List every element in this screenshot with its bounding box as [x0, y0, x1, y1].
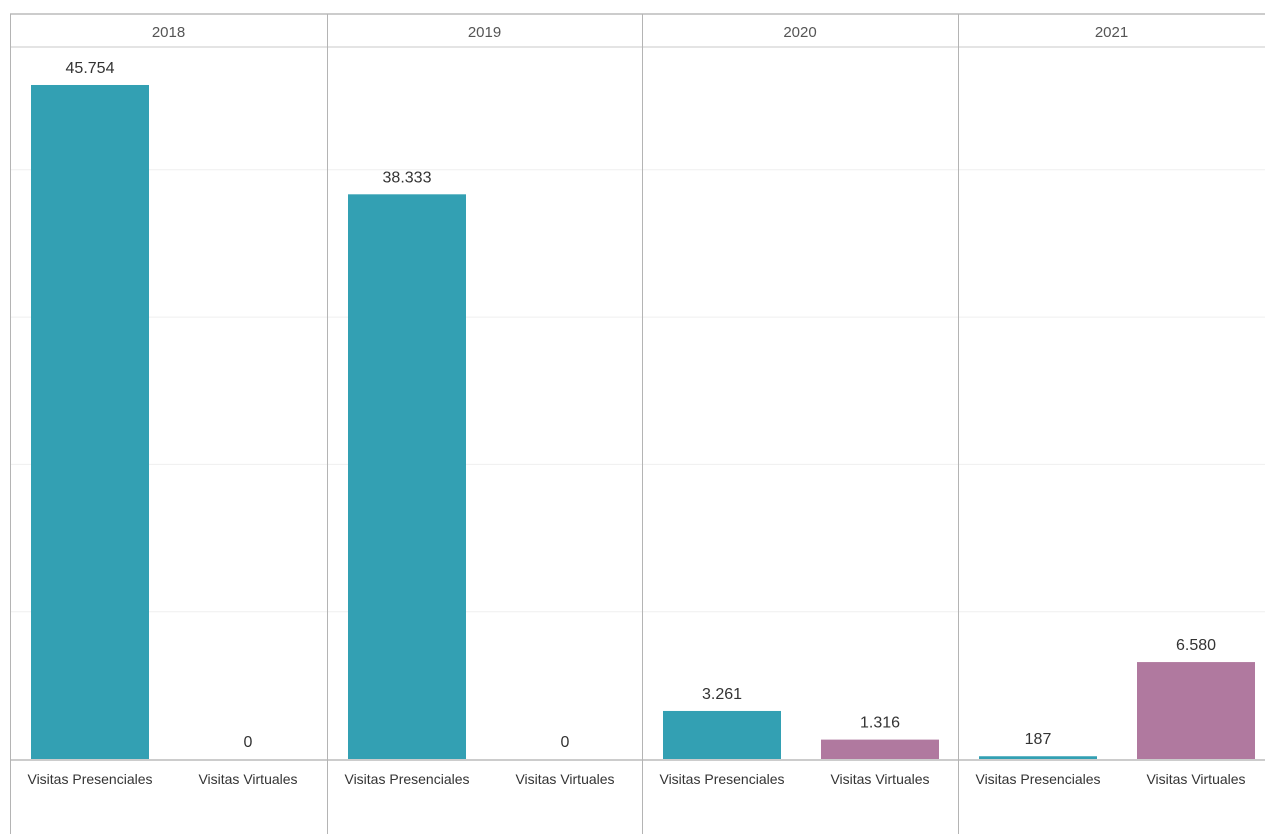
- bar-2021-visitas-presenciales[interactable]: [979, 756, 1097, 759]
- category-label-2019-visitas-virtuales: Visitas Virtuales: [515, 771, 614, 787]
- value-label-2019-visitas-presenciales: 38.333: [383, 169, 432, 186]
- value-label-2021-visitas-virtuales: 6.580: [1176, 637, 1216, 654]
- value-label-2019-visitas-virtuales: 0: [561, 734, 570, 751]
- bar-2018-visitas-presenciales[interactable]: [31, 84, 149, 760]
- category-label-2021-visitas-presenciales: Visitas Presenciales: [975, 771, 1100, 787]
- category-label-2018-visitas-presenciales: Visitas Presenciales: [27, 771, 152, 787]
- value-label-2021-visitas-presenciales: 187: [1025, 731, 1052, 748]
- value-label-2018-visitas-presenciales: 45.754: [66, 60, 115, 77]
- category-label-2020-visitas-presenciales: Visitas Presenciales: [659, 771, 784, 787]
- bar-2020-visitas-presenciales[interactable]: [663, 710, 781, 759]
- bar-2019-visitas-presenciales[interactable]: [348, 194, 466, 759]
- category-label-2021-visitas-virtuales: Visitas Virtuales: [1146, 771, 1245, 787]
- panel-header-2019: 2019: [468, 24, 501, 41]
- category-label-2020-visitas-virtuales: Visitas Virtuales: [830, 771, 929, 787]
- panel-header-2021: 2021: [1095, 24, 1128, 41]
- panel-header-2020: 2020: [783, 24, 816, 41]
- value-label-2018-visitas-virtuales: 0: [244, 734, 253, 751]
- value-label-2020-visitas-virtuales: 1.316: [860, 715, 900, 732]
- category-label-2019-visitas-presenciales: Visitas Presenciales: [344, 771, 469, 787]
- bar-2020-visitas-virtuales[interactable]: [821, 739, 939, 759]
- panel-header-2018: 2018: [152, 24, 185, 41]
- category-label-2018-visitas-virtuales: Visitas Virtuales: [198, 771, 297, 787]
- bar-2021-visitas-virtuales[interactable]: [1137, 662, 1255, 759]
- value-label-2020-visitas-presenciales: 3.261: [702, 686, 742, 703]
